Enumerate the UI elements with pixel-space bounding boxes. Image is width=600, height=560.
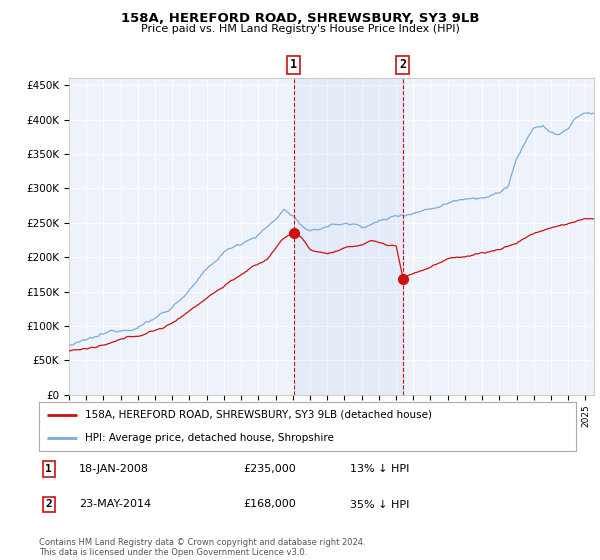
Text: 13% ↓ HPI: 13% ↓ HPI	[350, 464, 410, 474]
Text: £168,000: £168,000	[243, 500, 296, 510]
Text: 18-JAN-2008: 18-JAN-2008	[79, 464, 149, 474]
Text: HPI: Average price, detached house, Shropshire: HPI: Average price, detached house, Shro…	[85, 433, 334, 444]
Text: 1: 1	[45, 464, 52, 474]
Text: Price paid vs. HM Land Registry's House Price Index (HPI): Price paid vs. HM Land Registry's House …	[140, 24, 460, 34]
Text: 1: 1	[290, 58, 297, 72]
Text: 2: 2	[45, 500, 52, 510]
Text: 2: 2	[400, 58, 406, 72]
Text: Contains HM Land Registry data © Crown copyright and database right 2024.
This d: Contains HM Land Registry data © Crown c…	[39, 538, 365, 557]
Bar	[293, 78, 403, 395]
Text: 158A, HEREFORD ROAD, SHREWSBURY, SY3 9LB: 158A, HEREFORD ROAD, SHREWSBURY, SY3 9LB	[121, 12, 479, 25]
Text: 35% ↓ HPI: 35% ↓ HPI	[350, 500, 410, 510]
Text: 158A, HEREFORD ROAD, SHREWSBURY, SY3 9LB (detached house): 158A, HEREFORD ROAD, SHREWSBURY, SY3 9LB…	[85, 410, 431, 420]
Text: 23-MAY-2014: 23-MAY-2014	[79, 500, 151, 510]
Text: £235,000: £235,000	[243, 464, 296, 474]
